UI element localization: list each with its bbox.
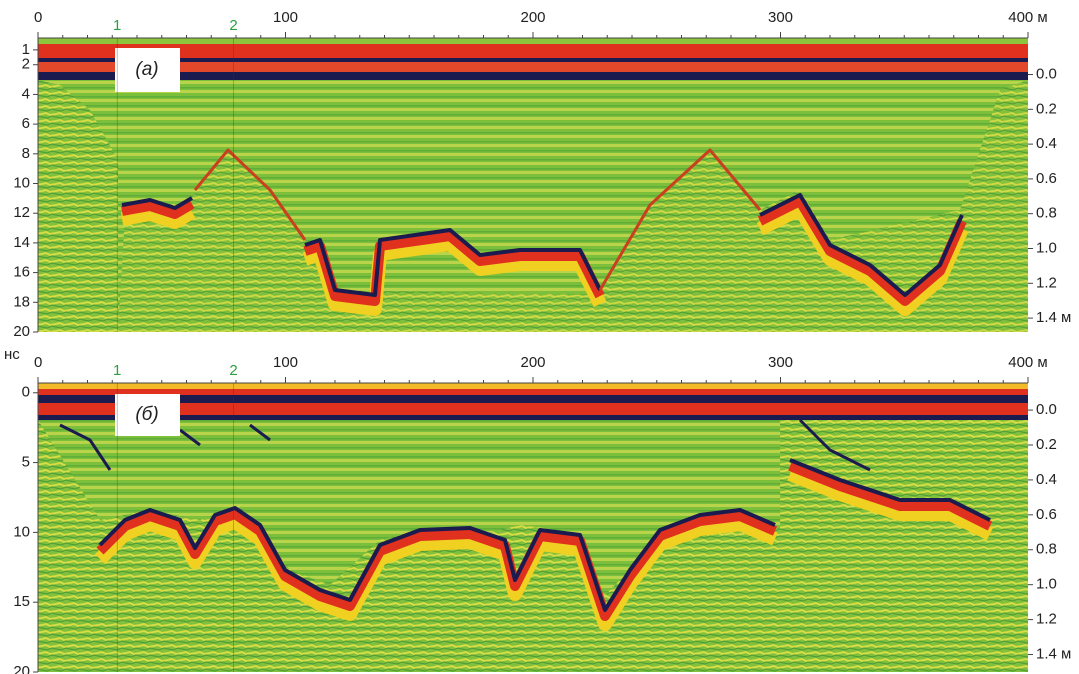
y-tick-label: 4	[22, 85, 30, 102]
radargram-a	[38, 38, 1028, 332]
y2-tick-label: 0.0	[1036, 401, 1057, 418]
marker-label: 1	[113, 17, 121, 34]
y2-tick-label: 0.8	[1036, 205, 1057, 222]
y2-tick-label: 0.8	[1036, 541, 1057, 558]
y-tick-label: 2	[22, 56, 30, 73]
y-tick-label: 18	[13, 293, 30, 310]
y2-tick-label: 0.6	[1036, 170, 1057, 187]
y2-tick-label: 1.2	[1036, 611, 1057, 628]
y-tick-label: 14	[13, 234, 30, 251]
y-tick-label: 10	[13, 174, 30, 191]
y2-tick-label: 0.6	[1036, 506, 1057, 523]
y-tick-label: 6	[22, 115, 30, 132]
panel-label: (б)	[135, 404, 158, 425]
x-tick-label: 400 м	[1008, 9, 1048, 26]
x-tick-label: 0	[34, 354, 42, 371]
y-axis-label: нс	[4, 346, 20, 363]
y-tick-label: 8	[22, 145, 30, 162]
y2-tick-label: 1.0	[1036, 239, 1057, 256]
y-tick-label: 0	[22, 384, 30, 401]
y2-tick-label: 1.4 м	[1036, 309, 1071, 326]
x-tick-label: 0	[34, 9, 42, 26]
marker-label: 1	[113, 362, 121, 379]
radargram-b	[38, 383, 1028, 672]
x-tick-label: 100	[273, 9, 298, 26]
x-tick-label: 400 м	[1008, 354, 1048, 371]
y-tick-label: 16	[13, 264, 30, 281]
y-tick-label: 12	[13, 204, 30, 221]
y2-tick-label: 0.2	[1036, 100, 1057, 117]
y2-tick-label: 0.2	[1036, 436, 1057, 453]
x-tick-label: 300	[768, 354, 793, 371]
y2-tick-label: 1.0	[1036, 576, 1057, 593]
y2-tick-label: 0.4	[1036, 471, 1057, 488]
y-tick-label: 20	[13, 663, 30, 674]
y2-tick-label: 1.2	[1036, 274, 1057, 291]
x-tick-label: 100	[273, 354, 298, 371]
y2-tick-label: 1.4 м	[1036, 646, 1071, 663]
y-tick-label: 15	[13, 593, 30, 610]
x-tick-label: 200	[520, 9, 545, 26]
y-tick-label: 1	[22, 41, 30, 58]
x-tick-label: 200	[520, 354, 545, 371]
marker-label: 2	[229, 362, 237, 379]
y-tick-label: 5	[22, 454, 30, 471]
x-tick-label: 300	[768, 9, 793, 26]
y2-tick-label: 0.4	[1036, 135, 1057, 152]
y2-tick-label: 0.0	[1036, 66, 1057, 83]
y-tick-label: 10	[13, 523, 30, 540]
panel-label: (а)	[135, 59, 158, 80]
y-tick-label: 20	[13, 323, 30, 340]
marker-label: 2	[229, 17, 237, 34]
